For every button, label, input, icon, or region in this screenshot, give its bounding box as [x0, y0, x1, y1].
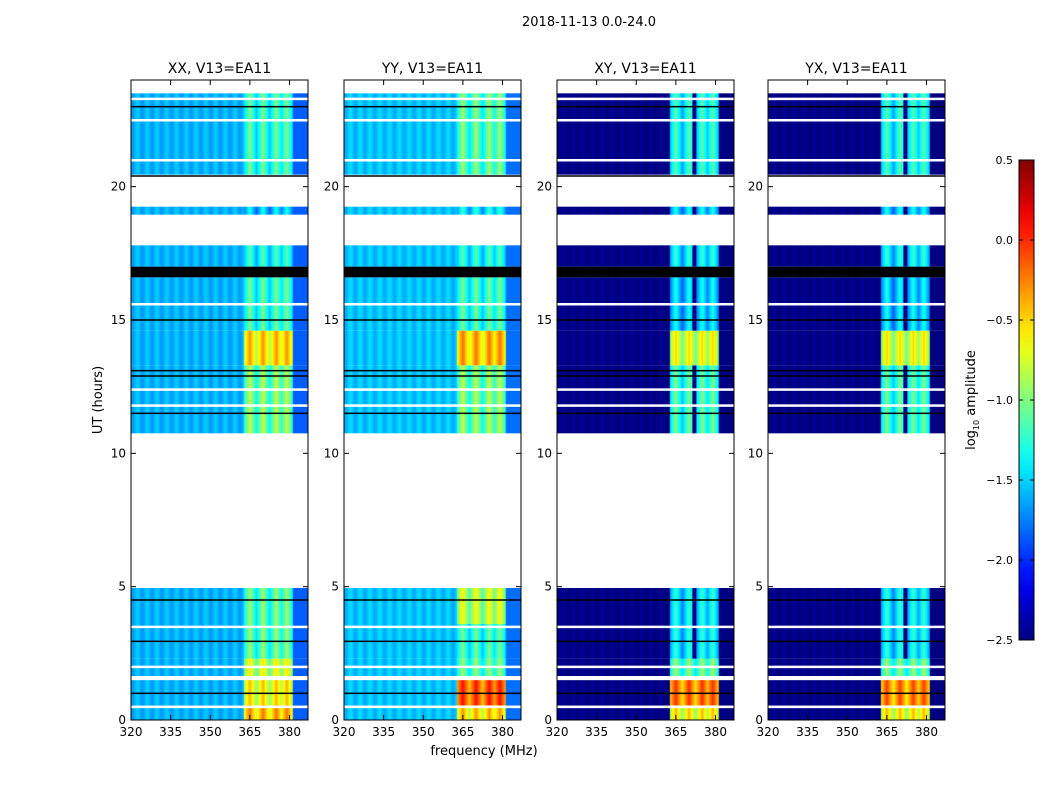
- figure: 2018-11-13 0.0-24.0 UT (hours) frequency…: [91, 15, 1035, 759]
